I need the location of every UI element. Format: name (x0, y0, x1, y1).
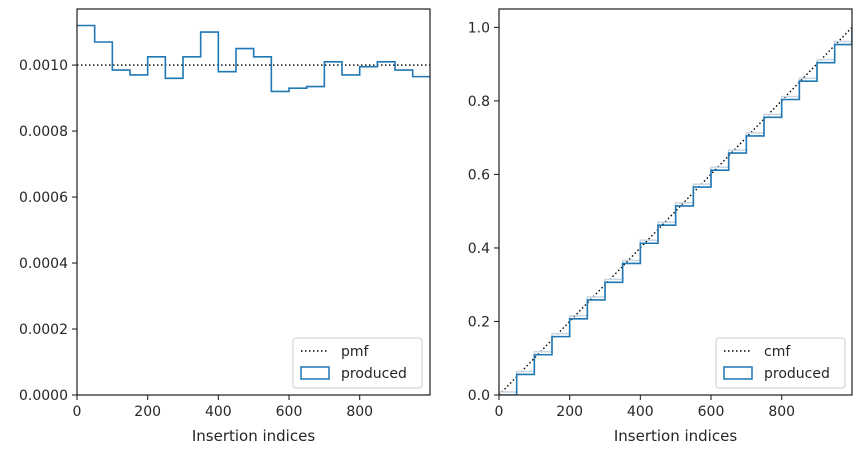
pmf-x-axis-label: Insertion indices (192, 427, 315, 445)
cmf-legend-swatch-produced (723, 366, 753, 380)
cmf-x-tick-label: 800 (768, 404, 795, 420)
pmf-plot-area (77, 24, 430, 93)
pmf-legend: pmf produced (292, 337, 423, 389)
cmf-x-tick-label: 600 (698, 404, 725, 420)
pmf-legend-swatch-produced (300, 366, 330, 380)
cmf-x-tick-label: 200 (556, 404, 583, 420)
cmf-legend: cmf produced (715, 337, 846, 389)
cmf-x-tick-label: 400 (627, 404, 654, 420)
cmf-x-axis-label: Insertion indices (614, 427, 737, 445)
pmf-y-tick-label: 0.0004 (19, 256, 68, 272)
cmf-y-tick-label: 0.0 (468, 388, 490, 404)
cmf-y-tick-label: 0.2 (468, 314, 490, 330)
pmf-axes-frame (76, 8, 431, 396)
pmf-chart-panel: 0 200 400 600 800 0.0000 0.0002 0.0004 0.0006 0.0… (19, 8, 431, 445)
cmf-series-produced (499, 27, 852, 395)
cmf-y-tick-label: 1.0 (468, 20, 490, 36)
pmf-x-tick-label: 600 (276, 404, 303, 420)
cmf-legend-label-cmf: cmf (764, 344, 791, 360)
cmf-y-tick-label: 0.4 (468, 241, 490, 257)
cmf-plot-area (499, 24, 852, 395)
pmf-y-tick-label: 0.0002 (19, 322, 68, 338)
pmf-x-tick-label: 800 (346, 404, 373, 420)
pmf-y-tick-label: 0.0000 (19, 388, 68, 404)
pmf-y-tick-label: 0.0010 (19, 58, 68, 74)
cmf-y-tick-label: 0.6 (468, 167, 490, 183)
cmf-y-tick-label: 0.8 (468, 94, 490, 110)
pmf-x-tick-label: 200 (134, 404, 161, 420)
pmf-x-tick-label: 400 (205, 404, 232, 420)
pmf-y-tick-label: 0.0008 (19, 124, 68, 140)
cmf-axes-frame (498, 8, 853, 396)
pmf-legend-label-produced: produced (341, 366, 407, 382)
cmf-legend-label-produced: produced (764, 366, 830, 382)
cmf-x-tick-label: 0 (495, 404, 504, 420)
pmf-y-tick-label: 0.0006 (19, 190, 68, 206)
cmf-chart-panel: 0 200 400 600 800 0.0 0.2 0.4 0.6 0.8 1.0 Insertion… (468, 8, 853, 445)
pmf-legend-label-pmf: pmf (341, 344, 370, 360)
pmf-x-tick-label: 0 (73, 404, 82, 420)
pmf-series-produced (77, 24, 430, 93)
